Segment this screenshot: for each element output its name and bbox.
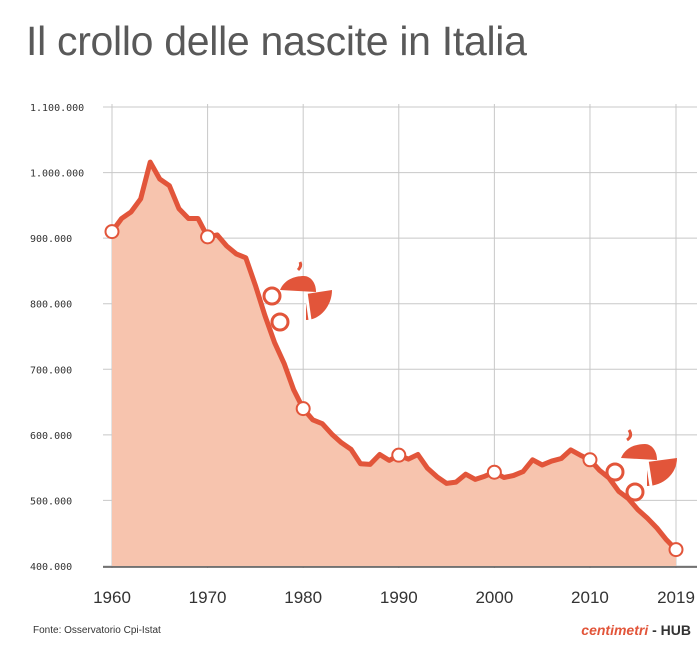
chart-title: Il crollo delle nascite in Italia xyxy=(26,18,527,64)
data-point xyxy=(200,229,216,245)
data-point xyxy=(104,224,120,240)
chart-svg: 400.000 500.000 600.000 700.000 800.000 900.0… xyxy=(30,103,697,607)
x-tick-label: 1980 xyxy=(284,588,322,607)
data-point xyxy=(295,401,311,417)
data-point xyxy=(582,452,598,468)
brand-name: centimetri xyxy=(581,622,649,638)
x-tick-label: 2010 xyxy=(571,588,609,607)
y-tick-label: 600.000 xyxy=(30,431,72,442)
y-axis-ticks: 400.000 500.000 600.000 700.000 800.000 900.0… xyxy=(30,103,84,573)
x-tick-label: 1970 xyxy=(189,588,227,607)
brand-logo: centimetri - HUB xyxy=(581,622,691,638)
x-tick-label: 1990 xyxy=(380,588,418,607)
brand-suffix: - HUB xyxy=(648,622,691,638)
source-note: Fonte: Osservatorio Cpi-Istat xyxy=(33,625,161,636)
x-tick-label: 2000 xyxy=(475,588,513,607)
data-point xyxy=(486,464,502,480)
y-tick-label: 500.000 xyxy=(30,496,72,507)
x-axis-ticks: 1960 1970 1980 1990 2000 2010 2019 xyxy=(93,588,695,607)
y-tick-label: 400.000 xyxy=(30,562,72,573)
series-area xyxy=(112,162,676,566)
data-point xyxy=(668,542,684,558)
x-tick-label: 1960 xyxy=(93,588,131,607)
y-tick-label: 1.000.000 xyxy=(30,169,84,180)
y-tick-label: 900.000 xyxy=(30,234,72,245)
baby-carriage-icon xyxy=(262,261,332,332)
y-tick-label: 1.100.000 xyxy=(30,103,84,114)
data-point xyxy=(391,447,407,463)
y-tick-label: 700.000 xyxy=(30,365,72,376)
baby-carriage-icon xyxy=(605,429,677,502)
x-tick-label: 2019 xyxy=(657,588,695,607)
data-markers xyxy=(104,224,684,558)
y-tick-label: 800.000 xyxy=(30,300,72,311)
